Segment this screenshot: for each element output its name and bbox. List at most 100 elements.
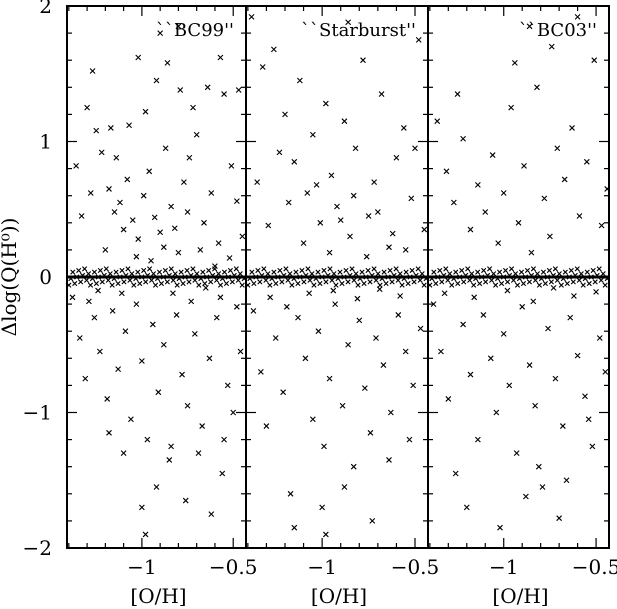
band-point	[235, 277, 241, 283]
scatter-point	[248, 13, 255, 20]
band-point	[127, 277, 133, 283]
band-point	[180, 280, 186, 287]
band-point	[580, 282, 586, 288]
scatter-point	[106, 429, 112, 436]
y-tick-label: 2	[39, 0, 52, 18]
band-point	[526, 279, 533, 285]
band-point	[574, 266, 580, 272]
scatter-point	[604, 186, 611, 192]
band-point	[208, 279, 214, 285]
band-point	[469, 271, 475, 277]
band-point	[437, 267, 443, 274]
band-point	[265, 271, 271, 277]
band-point	[261, 266, 267, 272]
scatter-point	[263, 423, 270, 429]
scatter-point	[497, 524, 503, 531]
scatter-point	[352, 145, 359, 152]
scatter-point	[380, 362, 387, 368]
scatter-point	[107, 125, 114, 131]
scatter-point	[179, 371, 185, 378]
band-point	[184, 267, 190, 274]
scatter-point	[330, 287, 337, 294]
scatter-point	[202, 284, 209, 291]
scatter-point	[521, 163, 527, 169]
scatter-point	[591, 57, 598, 64]
scatter-point	[221, 91, 227, 97]
scatter-point	[219, 470, 226, 477]
band-point	[125, 266, 131, 272]
scatter-point	[300, 240, 307, 247]
band-point	[447, 271, 453, 277]
band-point	[109, 282, 115, 288]
band-point	[229, 279, 235, 285]
band-point	[172, 271, 178, 277]
scatter-point	[148, 257, 154, 264]
band-point	[78, 279, 84, 285]
scatter-point	[393, 154, 400, 161]
band-point	[602, 282, 608, 288]
scatter-point	[571, 293, 577, 299]
scatter-point	[500, 331, 507, 337]
scatter-point	[254, 179, 261, 186]
band-point	[508, 266, 515, 272]
scatter-point	[135, 236, 142, 242]
scatter-point	[193, 131, 200, 138]
scatter-point	[417, 325, 424, 332]
band-point	[415, 266, 421, 272]
scatter-point	[373, 335, 379, 341]
band-point	[554, 277, 560, 283]
band-point	[148, 277, 155, 283]
scatter-point	[406, 436, 413, 443]
panel-title: ``BC03''	[519, 20, 597, 41]
band-point	[427, 282, 433, 288]
band-point	[387, 267, 393, 274]
x-tick-label: −1	[489, 555, 518, 579]
x-tick-label: −0.5	[391, 555, 440, 579]
scatter-point	[574, 352, 581, 359]
scatter-point	[474, 436, 481, 443]
scatter-point	[184, 402, 191, 409]
band-point	[237, 271, 243, 277]
scatter-point	[199, 423, 206, 429]
band-point	[546, 267, 552, 274]
scatter-point	[313, 181, 320, 188]
scatter-point	[217, 294, 224, 301]
band-point	[289, 282, 295, 288]
scatter-point	[506, 382, 513, 389]
scatter-point	[118, 290, 125, 297]
band-point	[200, 269, 206, 275]
band-point	[552, 266, 558, 272]
band-point	[287, 271, 293, 277]
band-point	[174, 282, 180, 288]
band-point	[395, 277, 401, 283]
band-point	[453, 269, 459, 275]
band-point	[119, 267, 125, 274]
scatter-point	[463, 504, 470, 511]
scatter-point	[374, 209, 381, 215]
band-point	[365, 267, 371, 274]
band-point	[353, 271, 359, 277]
band-point	[518, 269, 525, 275]
scatter-point	[367, 429, 374, 436]
scatter-point	[170, 290, 176, 297]
band-point	[279, 279, 285, 285]
band-point	[206, 267, 212, 274]
scatter-point	[530, 298, 537, 305]
scatter-point	[138, 504, 145, 511]
scatter-point	[175, 23, 182, 30]
band-point	[309, 271, 315, 277]
band-point	[301, 279, 307, 285]
band-point	[403, 269, 409, 275]
band-point	[562, 269, 568, 275]
band-point	[131, 282, 137, 288]
band-point	[556, 271, 562, 277]
scatter-point	[133, 253, 140, 260]
scatter-point	[341, 118, 348, 125]
band-point	[409, 267, 415, 274]
band-point	[105, 277, 111, 283]
band-point	[433, 280, 439, 287]
scatter-point	[545, 325, 551, 332]
scatter-point	[287, 490, 294, 497]
scatter-point	[402, 247, 409, 253]
